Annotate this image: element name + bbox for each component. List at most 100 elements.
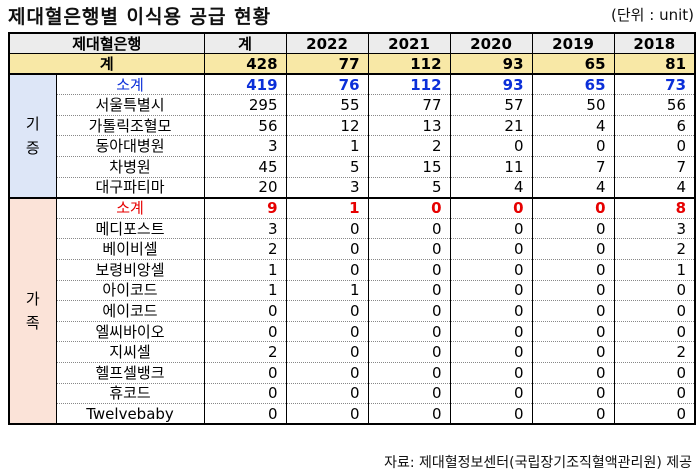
header-row: 제대혈은행 계 2022 2021 2020 2019 2018 [8, 33, 696, 55]
subtotal-value: 9 [203, 197, 287, 219]
header-cell: 2018 [613, 33, 696, 55]
cell-value: 0 [203, 383, 287, 405]
cell-value: 1 [203, 280, 287, 302]
cell-value: 5 [285, 156, 369, 178]
cell-value: 6 [613, 115, 696, 137]
cell-value: 13 [367, 115, 451, 137]
category-char: 족 [25, 314, 40, 333]
bank-name: 서울특별시 [55, 94, 205, 116]
bank-name: 동아대병원 [55, 135, 205, 158]
cell-value: 57 [449, 94, 533, 116]
cell-value: 0 [203, 321, 287, 343]
header-cell: 계 [203, 33, 287, 55]
cell-value: 2 [367, 135, 451, 158]
cell-value: 0 [285, 218, 369, 240]
bank-name: Twelvebaby [55, 403, 205, 426]
bank-name: 헬프셀뱅크 [55, 362, 205, 384]
total-value: 93 [449, 53, 533, 76]
cell-value: 0 [203, 403, 287, 426]
table-row: 지씨셀 2 0 0 0 0 2 [9, 341, 696, 363]
cell-value: 295 [203, 94, 287, 116]
subtotal-row: 기 증 소계 419 76 112 93 65 73 [8, 74, 696, 199]
subtotal-value: 0 [531, 197, 615, 219]
cell-value: 0 [449, 135, 533, 158]
table-row: 차병원 45 5 15 11 7 7 [9, 156, 696, 178]
subtotal-value: 1 [285, 197, 369, 219]
table-row: 메디포스트 3 0 0 0 0 3 [9, 218, 696, 240]
table-row: 보령비앙셀 1 0 0 0 0 1 [9, 259, 696, 281]
cell-value: 0 [285, 300, 369, 322]
table-row: 대구파티마 20 3 5 4 4 4 [9, 177, 696, 199]
subtotal-label: 소계 [55, 197, 205, 219]
cell-value: 0 [367, 259, 451, 281]
table-row: 서울특별시 295 55 77 57 50 56 [9, 94, 696, 116]
subtotal-value: 8 [613, 197, 696, 219]
cell-value: 0 [203, 300, 287, 322]
cell-value: 0 [449, 341, 533, 363]
total-value: 112 [367, 53, 451, 76]
cell-value: 0 [613, 403, 696, 426]
cell-value: 0 [613, 300, 696, 322]
subtotal-value: 65 [531, 74, 615, 96]
page-title: 제대혈은행별 이식용 공급 현황 [8, 6, 272, 28]
subtotal-value: 0 [449, 197, 533, 219]
cell-value: 0 [449, 218, 533, 240]
cell-value: 2 [203, 238, 287, 261]
cell-value: 0 [367, 383, 451, 405]
cell-value: 2 [613, 238, 696, 261]
header-cell: 2019 [531, 33, 615, 55]
bank-name: 가톨릭조혈모 [55, 115, 205, 137]
bank-name: 차병원 [55, 156, 205, 178]
cell-value: 0 [531, 300, 615, 322]
cell-value: 0 [367, 403, 451, 426]
cell-value: 1 [203, 259, 287, 281]
table-row: 가톨릭조혈모 56 12 13 21 4 6 [9, 115, 696, 137]
cell-value: 2 [613, 341, 696, 363]
cell-value: 0 [449, 280, 533, 302]
cell-value: 7 [531, 156, 615, 178]
bank-name: 휴코드 [55, 383, 205, 405]
cell-value: 0 [449, 259, 533, 281]
cell-value: 0 [285, 383, 369, 405]
cell-value: 4 [531, 115, 615, 137]
table-row: 엘씨바이오 0 0 0 0 0 0 [9, 321, 696, 343]
cell-value: 0 [449, 383, 533, 405]
total-value: 428 [203, 53, 287, 76]
table-row: 휴코드 0 0 0 0 0 0 [9, 383, 696, 405]
cell-value: 21 [449, 115, 533, 137]
cell-value: 0 [613, 362, 696, 384]
cell-value: 0 [531, 218, 615, 240]
cell-value: 0 [531, 135, 615, 158]
cell-value: 0 [531, 259, 615, 281]
category-char: 가 [25, 290, 40, 309]
cell-value: 1 [613, 259, 696, 281]
cell-value: 0 [613, 280, 696, 302]
table-row: 에이코드 0 0 0 0 0 0 [9, 300, 696, 322]
header-cell-bank: 제대혈은행 [8, 33, 205, 55]
cell-value: 0 [449, 238, 533, 261]
bank-name: 대구파티마 [55, 177, 205, 199]
cell-value: 3 [613, 218, 696, 240]
cell-value: 0 [531, 341, 615, 363]
cell-value: 0 [449, 403, 533, 426]
table-row: 헬프셀뱅크 0 0 0 0 0 0 [9, 362, 696, 384]
cell-value: 0 [285, 403, 369, 426]
cell-value: 56 [613, 94, 696, 116]
cell-value: 0 [531, 321, 615, 343]
subtotal-value: 73 [613, 74, 696, 96]
cell-value: 1 [285, 135, 369, 158]
bank-name: 베이비셀 [55, 238, 205, 261]
cell-value: 0 [367, 300, 451, 322]
table-row: 아이코드 1 1 0 0 0 0 [9, 280, 696, 302]
header-cell: 2022 [285, 33, 369, 55]
cell-value: 3 [203, 135, 287, 158]
total-value: 65 [531, 53, 615, 76]
cell-value: 0 [203, 362, 287, 384]
table-row: Twelvebaby 0 0 0 0 0 0 [9, 403, 696, 426]
subtotal-value: 419 [203, 74, 287, 96]
cell-value: 0 [531, 238, 615, 261]
cell-value: 0 [531, 403, 615, 426]
cell-value: 56 [203, 115, 287, 137]
